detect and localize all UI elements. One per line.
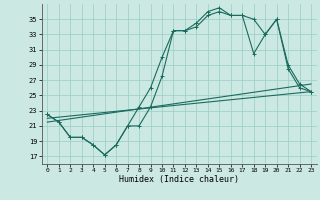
X-axis label: Humidex (Indice chaleur): Humidex (Indice chaleur): [119, 175, 239, 184]
